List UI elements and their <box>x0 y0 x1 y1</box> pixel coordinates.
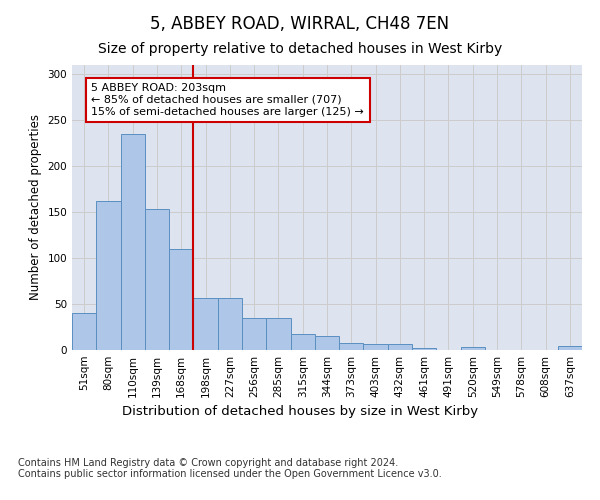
Text: 5, ABBEY ROAD, WIRRAL, CH48 7EN: 5, ABBEY ROAD, WIRRAL, CH48 7EN <box>151 15 449 33</box>
Bar <box>461 347 485 350</box>
Bar <box>72 313 96 350</box>
Bar <box>339 342 364 350</box>
Bar <box>290 334 315 350</box>
Bar <box>218 298 242 350</box>
Bar <box>315 336 339 350</box>
Bar <box>388 344 412 350</box>
Text: Distribution of detached houses by size in West Kirby: Distribution of detached houses by size … <box>122 405 478 418</box>
Text: Size of property relative to detached houses in West Kirby: Size of property relative to detached ho… <box>98 42 502 56</box>
Bar <box>558 346 582 350</box>
Bar <box>193 298 218 350</box>
Bar <box>266 318 290 350</box>
Y-axis label: Number of detached properties: Number of detached properties <box>29 114 42 300</box>
Bar <box>169 249 193 350</box>
Bar <box>242 318 266 350</box>
Bar <box>96 201 121 350</box>
Bar <box>364 344 388 350</box>
Text: 5 ABBEY ROAD: 203sqm
← 85% of detached houses are smaller (707)
15% of semi-deta: 5 ABBEY ROAD: 203sqm ← 85% of detached h… <box>91 84 364 116</box>
Bar <box>412 348 436 350</box>
Text: Contains HM Land Registry data © Crown copyright and database right 2024.
Contai: Contains HM Land Registry data © Crown c… <box>18 458 442 479</box>
Bar <box>121 134 145 350</box>
Bar <box>145 210 169 350</box>
